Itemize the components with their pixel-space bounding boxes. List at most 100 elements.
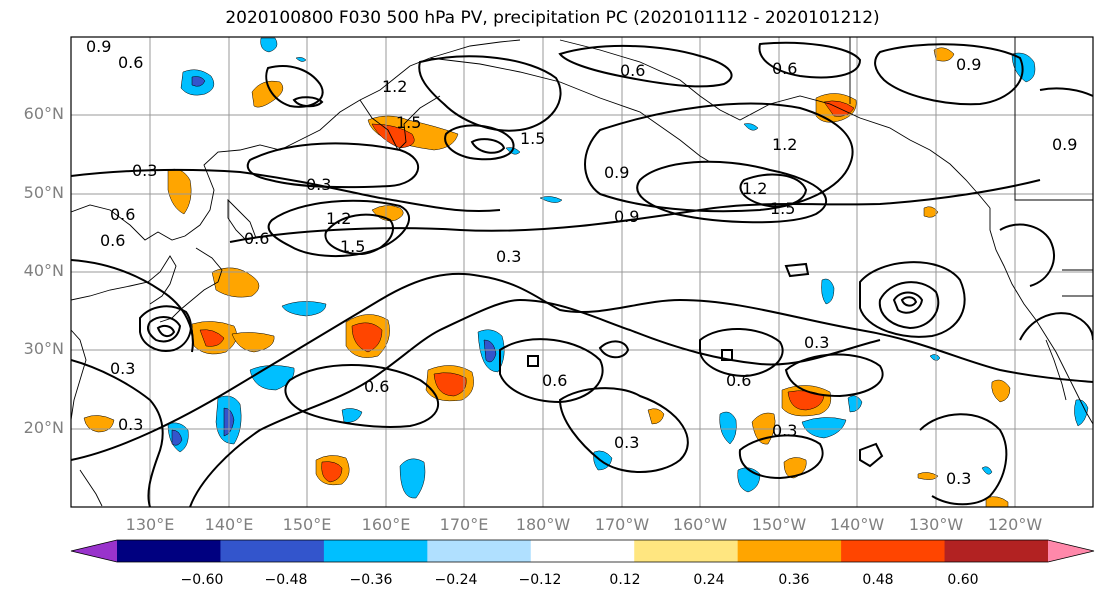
precip-blob-neg	[171, 429, 183, 446]
colorbar-tick-label: 0.24	[693, 572, 725, 588]
aleutian-chain	[429, 57, 711, 163]
precip-blob-pos	[231, 332, 275, 353]
map-title: 2020100800 F030 500 hPa PV, precipitatio…	[225, 8, 880, 28]
contour-label: 0.3	[118, 415, 143, 434]
contour-label: 1.2	[772, 135, 797, 154]
contour-label: 1.5	[770, 199, 795, 218]
contour-label: 0.6	[118, 53, 143, 72]
colorbar-swatch	[634, 540, 739, 562]
lat-label-50n: 50°N	[23, 183, 64, 202]
contour-label: 1.5	[396, 113, 421, 132]
precip-blob-pos	[647, 408, 665, 425]
contour-label: 0.3	[110, 359, 135, 378]
contour-label: 0.6	[726, 371, 751, 390]
contour-label: 0.3	[804, 333, 829, 352]
contour-label: 0.9	[956, 55, 981, 74]
china-coast	[71, 329, 87, 421]
lon-label: 120°W	[987, 515, 1043, 534]
colorbar-extend-min	[71, 540, 117, 562]
precip-blob-neg	[483, 339, 497, 363]
contour-label: 0.3	[496, 247, 521, 266]
precip-blob-pos	[985, 496, 1009, 507]
baja	[1045, 339, 1067, 401]
contour-label: 1.5	[340, 237, 365, 256]
precip-blob-neg	[593, 450, 613, 471]
contour-label: 0.6	[100, 231, 125, 250]
lon-label: 180°W	[515, 515, 571, 534]
precip-blob-neg	[295, 57, 307, 62]
contour-label: 1.2	[742, 179, 767, 198]
colorbar-outline	[70, 539, 1095, 563]
colorbar-tick-label: −0.12	[518, 572, 562, 588]
colorbar-swatch	[944, 540, 1049, 562]
contour-label: 0.3	[132, 161, 157, 180]
lon-label: 150°E	[282, 515, 332, 534]
precip-blob-neg	[743, 123, 759, 131]
japan-islands	[159, 247, 223, 323]
contour-label: 0.6	[620, 61, 645, 80]
lat-label-40n: 40°N	[23, 261, 64, 280]
precip-blob-neg	[981, 466, 993, 475]
alaska-coast	[559, 39, 991, 209]
precip-blob-pos	[167, 168, 192, 215]
precip-blob-pos	[371, 123, 415, 149]
colorbar-swatch	[530, 540, 635, 562]
lon-label: 140°E	[204, 515, 254, 534]
precip-blob-neg	[341, 408, 363, 423]
contour-label: 0.9	[604, 163, 629, 182]
precip-blob-pos	[83, 415, 115, 433]
contour-labels: 0.9 0.6 1.2 1.5 0.6 0.6 1.5 1.2 0.9 1.2 …	[86, 37, 1077, 488]
contour-label: 0.9	[86, 37, 111, 56]
lon-label: 130°W	[908, 515, 964, 534]
precip-blob-neg	[281, 301, 327, 317]
precip-blob-neg	[801, 417, 847, 439]
precip-blob-neg	[399, 458, 426, 499]
map-gridlines	[71, 37, 1093, 507]
precip-blob-pos	[251, 80, 284, 108]
colorbar-tick-label: 0.48	[862, 572, 894, 588]
contour-label: 0.6	[772, 59, 797, 78]
lon-label: 160°W	[672, 515, 728, 534]
precip-blob-neg	[719, 411, 737, 445]
precip-blob-neg	[847, 395, 863, 413]
contour-label: 0.3	[614, 433, 639, 452]
colorbar-swatch	[220, 540, 325, 562]
precip-blob-pos	[351, 322, 383, 353]
precip-blob-pos	[199, 329, 225, 347]
contour-label: 1.2	[326, 209, 351, 228]
colorbar-swatch	[841, 540, 946, 562]
colorbar-tick-label: 0.12	[609, 572, 641, 588]
precip-blob-pos	[933, 47, 955, 62]
colorbar-tick-label: −0.24	[434, 572, 478, 588]
pv-contours	[71, 41, 1093, 507]
colorbar-swatch	[737, 540, 842, 562]
contour-label: 0.3	[946, 469, 971, 488]
contour-label: 0.6	[364, 377, 389, 396]
contour-label: 0.3	[306, 175, 331, 194]
precip-blob-neg	[260, 37, 278, 53]
map-frame	[70, 36, 1094, 508]
precip-blob-pos	[917, 472, 939, 480]
precip-blob-pos	[991, 379, 1011, 403]
lon-label: 130°E	[125, 515, 175, 534]
contour-label: 0.6	[110, 205, 135, 224]
precip-blob-neg	[539, 196, 563, 203]
contour-label: 0.6	[542, 371, 567, 390]
colorbar	[70, 539, 1095, 563]
colorbar-tick-label: −0.36	[349, 572, 393, 588]
colorbar-tick-label: 0.60	[947, 572, 979, 588]
precip-blob-neg	[821, 278, 835, 305]
lon-label: 170°E	[439, 515, 489, 534]
lon-label: 150°W	[751, 515, 807, 534]
precip-blob-neg	[249, 365, 295, 391]
precip-blob-pos	[923, 206, 939, 218]
contour-label: 0.3	[772, 421, 797, 440]
colorbar-swatch	[323, 540, 428, 562]
lat-label-20n: 20°N	[23, 418, 64, 437]
contour-label: 0.6	[244, 229, 269, 248]
colorbar-extend-max	[1048, 540, 1094, 562]
precip-blob-neg	[1074, 399, 1089, 427]
contour-label: 0.9	[1052, 135, 1077, 154]
precip-blob-pos	[321, 461, 343, 483]
